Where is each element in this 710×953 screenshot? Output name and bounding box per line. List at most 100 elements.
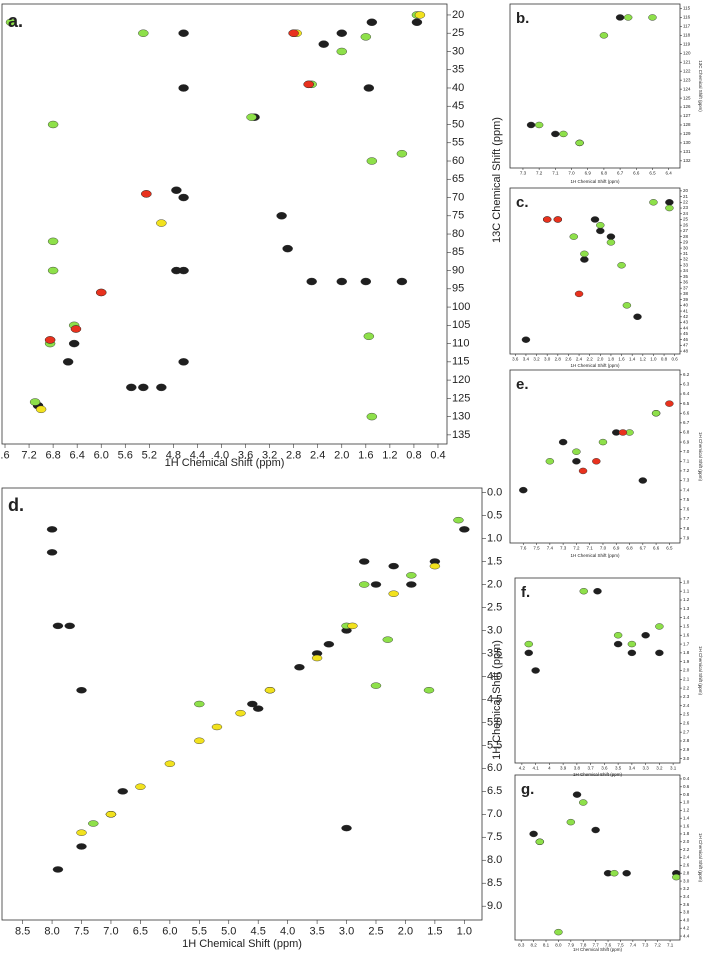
peak	[252, 705, 264, 712]
y-tick-label: 0.0	[487, 487, 502, 499]
peak	[141, 190, 152, 198]
peak	[382, 636, 393, 643]
y-tick-label: 124	[683, 86, 691, 91]
y-tick-label: 48	[683, 348, 689, 353]
y-tick-label: 25	[452, 27, 464, 39]
panel: 2021222324252627282930313233343536373839…	[509, 187, 689, 368]
x-tick-label: 8.2	[530, 942, 537, 947]
y-tick-label: 120	[683, 50, 691, 55]
y-tick-label: 6.9	[683, 439, 690, 444]
y-tick-label: 4.0	[683, 918, 690, 923]
x-tick-label: 5.0	[221, 926, 236, 938]
shared-y-label: 1H Chemical Shift (ppm)	[491, 640, 503, 760]
peak	[596, 227, 605, 235]
y-tick-label: 3.5	[487, 647, 502, 659]
x-tick-label: 7.4	[630, 942, 637, 947]
y-tick-label: 34	[683, 268, 689, 273]
panel-label: f.	[521, 584, 530, 601]
peak	[524, 640, 533, 648]
y-tick-label: 44	[683, 325, 689, 330]
peak	[599, 32, 609, 39]
peak	[649, 199, 658, 206]
y-tick-label: 105	[452, 319, 470, 331]
y-tick-label: 36	[683, 280, 689, 285]
peak	[651, 410, 661, 417]
panel: 20 25 30 35 40 45 50 55 60 65 70 75 80 85 90 95 100 105 11…	[0, 3, 470, 469]
x-tick-label: 3.0	[339, 926, 354, 938]
peak	[347, 622, 358, 630]
peak	[572, 458, 581, 465]
x-tick-label: 6.8	[601, 170, 608, 175]
x-tick-label: 7.9	[568, 942, 575, 947]
y-tick-label: 4.4	[683, 933, 690, 938]
x-tick-label: 2.4	[576, 356, 583, 361]
x-tick-label: 4.4	[190, 450, 205, 462]
x-tick-label: 1.2	[382, 450, 397, 462]
peak	[359, 581, 370, 588]
y-tick-label: 90	[452, 264, 464, 276]
y-tick-label: 20	[452, 9, 464, 21]
y-tick-label: 121	[683, 59, 691, 64]
y-tick-label: 38	[683, 291, 689, 296]
shared-y-label: 13C Chemical Shift (ppm)	[491, 117, 503, 243]
x-tick-label: 6.5	[133, 926, 148, 938]
y-tick-label: 125	[452, 392, 470, 404]
x-axis-label: 1H Chemical Shift (ppm)	[573, 947, 623, 952]
y-tick-label: 32	[683, 257, 689, 262]
plot-frame	[1, 3, 448, 445]
y-tick-label: 33	[683, 262, 689, 267]
y-tick-label: 116	[683, 15, 691, 20]
peak	[535, 838, 545, 845]
peak	[591, 826, 600, 834]
panel: 1.0 1.1 1.2 1.3 1.4 1.5 1.6 1.7 1.8 1.9 2.0 2.1 2.2 2…	[514, 577, 703, 777]
x-axis-label: 1H Chemical Shift (ppm)	[570, 553, 620, 558]
y-tick-label: 6.5	[487, 785, 502, 797]
y-tick-label: 6.0	[487, 762, 502, 774]
x-tick-label: 3.2	[262, 450, 277, 462]
x-tick-label: 3.6	[512, 356, 519, 361]
y-tick-label: 2.1	[683, 676, 690, 681]
peak	[655, 623, 664, 630]
x-tick-label: 6.7	[617, 170, 624, 175]
x-tick-label: 3.4	[523, 356, 530, 361]
y-tick-label: 1.0	[683, 800, 690, 805]
x-tick-label: 1.5	[427, 926, 442, 938]
y-tick-label: 6.4	[683, 391, 690, 396]
x-tick-label: 3.8	[574, 765, 581, 770]
peak	[46, 526, 58, 533]
plot-frame	[514, 774, 681, 941]
peak	[246, 113, 257, 121]
x-tick-label: 2.2	[587, 356, 594, 361]
y-tick-label: 2.2	[683, 847, 690, 852]
y-tick-label: 7.0	[487, 808, 502, 820]
x-tick-label: 4.0	[214, 450, 229, 462]
panel-label: e.	[516, 376, 529, 393]
peak	[44, 336, 56, 344]
peak	[638, 477, 648, 484]
peak	[323, 641, 335, 648]
x-tick-label: 6.8	[45, 450, 60, 462]
peak	[138, 383, 149, 392]
y-tick-label: 2.5	[487, 601, 502, 613]
y-tick-label: 46	[683, 337, 689, 342]
y-tick-label: 2.0	[683, 668, 690, 673]
peak	[70, 325, 82, 333]
y-tick-label: 2.3	[683, 694, 690, 699]
x-tick-label: 4	[548, 765, 551, 770]
x-tick-label: 4.1	[532, 765, 539, 770]
peak	[76, 687, 87, 694]
y-tick-label: 2.4	[683, 855, 690, 860]
peak	[665, 204, 674, 212]
y-tick-label: 1.3	[683, 606, 690, 611]
peak	[641, 632, 650, 639]
x-tick-label: 7.1	[552, 170, 559, 175]
peak	[156, 219, 167, 227]
peak	[623, 14, 633, 21]
x-tick-label: 2.0	[398, 926, 413, 938]
y-tick-label: 70	[452, 191, 464, 203]
y-tick-label: 0.4	[683, 776, 690, 781]
plot-frame	[509, 187, 681, 355]
y-tick-label: 7.3	[683, 478, 690, 483]
x-tick-label: 8.0	[44, 926, 59, 938]
